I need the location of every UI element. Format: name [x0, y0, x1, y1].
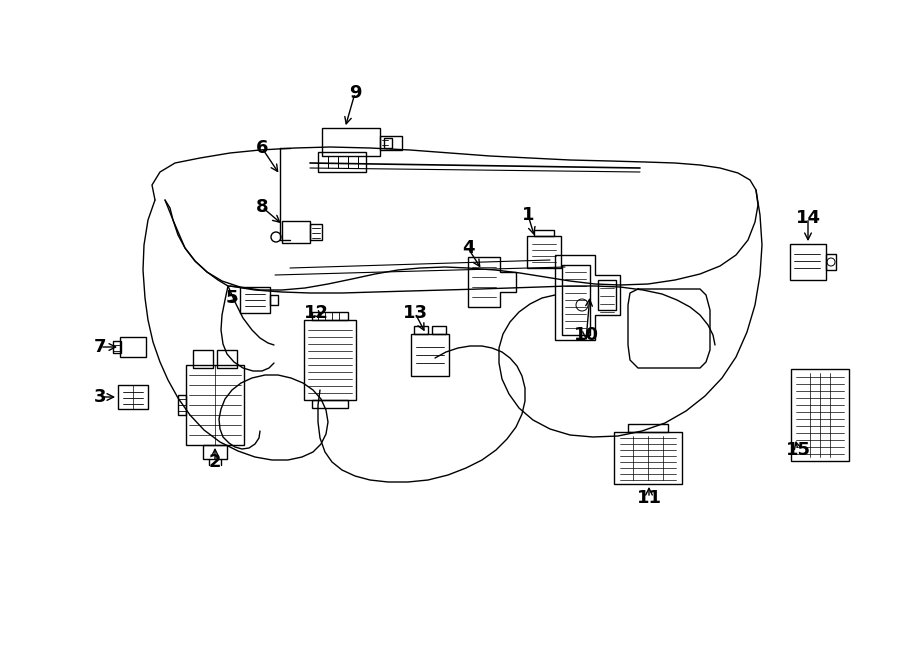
Bar — [384, 138, 392, 148]
Text: 5: 5 — [226, 289, 239, 307]
Bar — [312, 400, 348, 408]
Bar — [270, 295, 278, 305]
Bar — [826, 254, 836, 270]
Text: 13: 13 — [402, 304, 428, 322]
Text: 12: 12 — [303, 304, 328, 322]
Bar — [628, 424, 668, 432]
Bar — [310, 224, 322, 240]
Bar — [790, 244, 826, 280]
Text: 9: 9 — [349, 84, 361, 102]
Bar — [240, 287, 270, 313]
Bar — [598, 280, 616, 310]
Text: 11: 11 — [636, 489, 662, 507]
Bar — [414, 326, 428, 334]
Bar — [791, 369, 849, 461]
Text: 10: 10 — [573, 326, 598, 344]
Bar — [203, 445, 227, 459]
Text: 7: 7 — [94, 338, 106, 356]
Text: 14: 14 — [796, 209, 821, 227]
Bar — [282, 221, 310, 243]
Bar — [312, 312, 348, 320]
Bar — [186, 365, 244, 445]
Text: 6: 6 — [256, 139, 268, 157]
Bar — [534, 230, 554, 236]
Bar — [322, 128, 380, 156]
Text: 1: 1 — [522, 206, 535, 224]
Bar — [113, 341, 121, 353]
Text: 4: 4 — [462, 239, 474, 257]
Text: 3: 3 — [94, 388, 106, 406]
Bar — [193, 350, 213, 368]
Text: 15: 15 — [786, 441, 811, 459]
Bar — [217, 350, 237, 368]
Bar — [562, 265, 590, 335]
Bar — [432, 326, 446, 334]
Text: 2: 2 — [209, 453, 221, 471]
Bar — [527, 236, 561, 268]
Bar — [411, 334, 449, 376]
Bar — [614, 432, 682, 484]
Bar — [304, 320, 356, 400]
Bar — [318, 152, 366, 172]
Bar — [118, 385, 148, 409]
Bar — [120, 337, 146, 357]
Text: 8: 8 — [256, 198, 268, 216]
Bar — [178, 395, 186, 415]
Bar — [380, 136, 402, 150]
